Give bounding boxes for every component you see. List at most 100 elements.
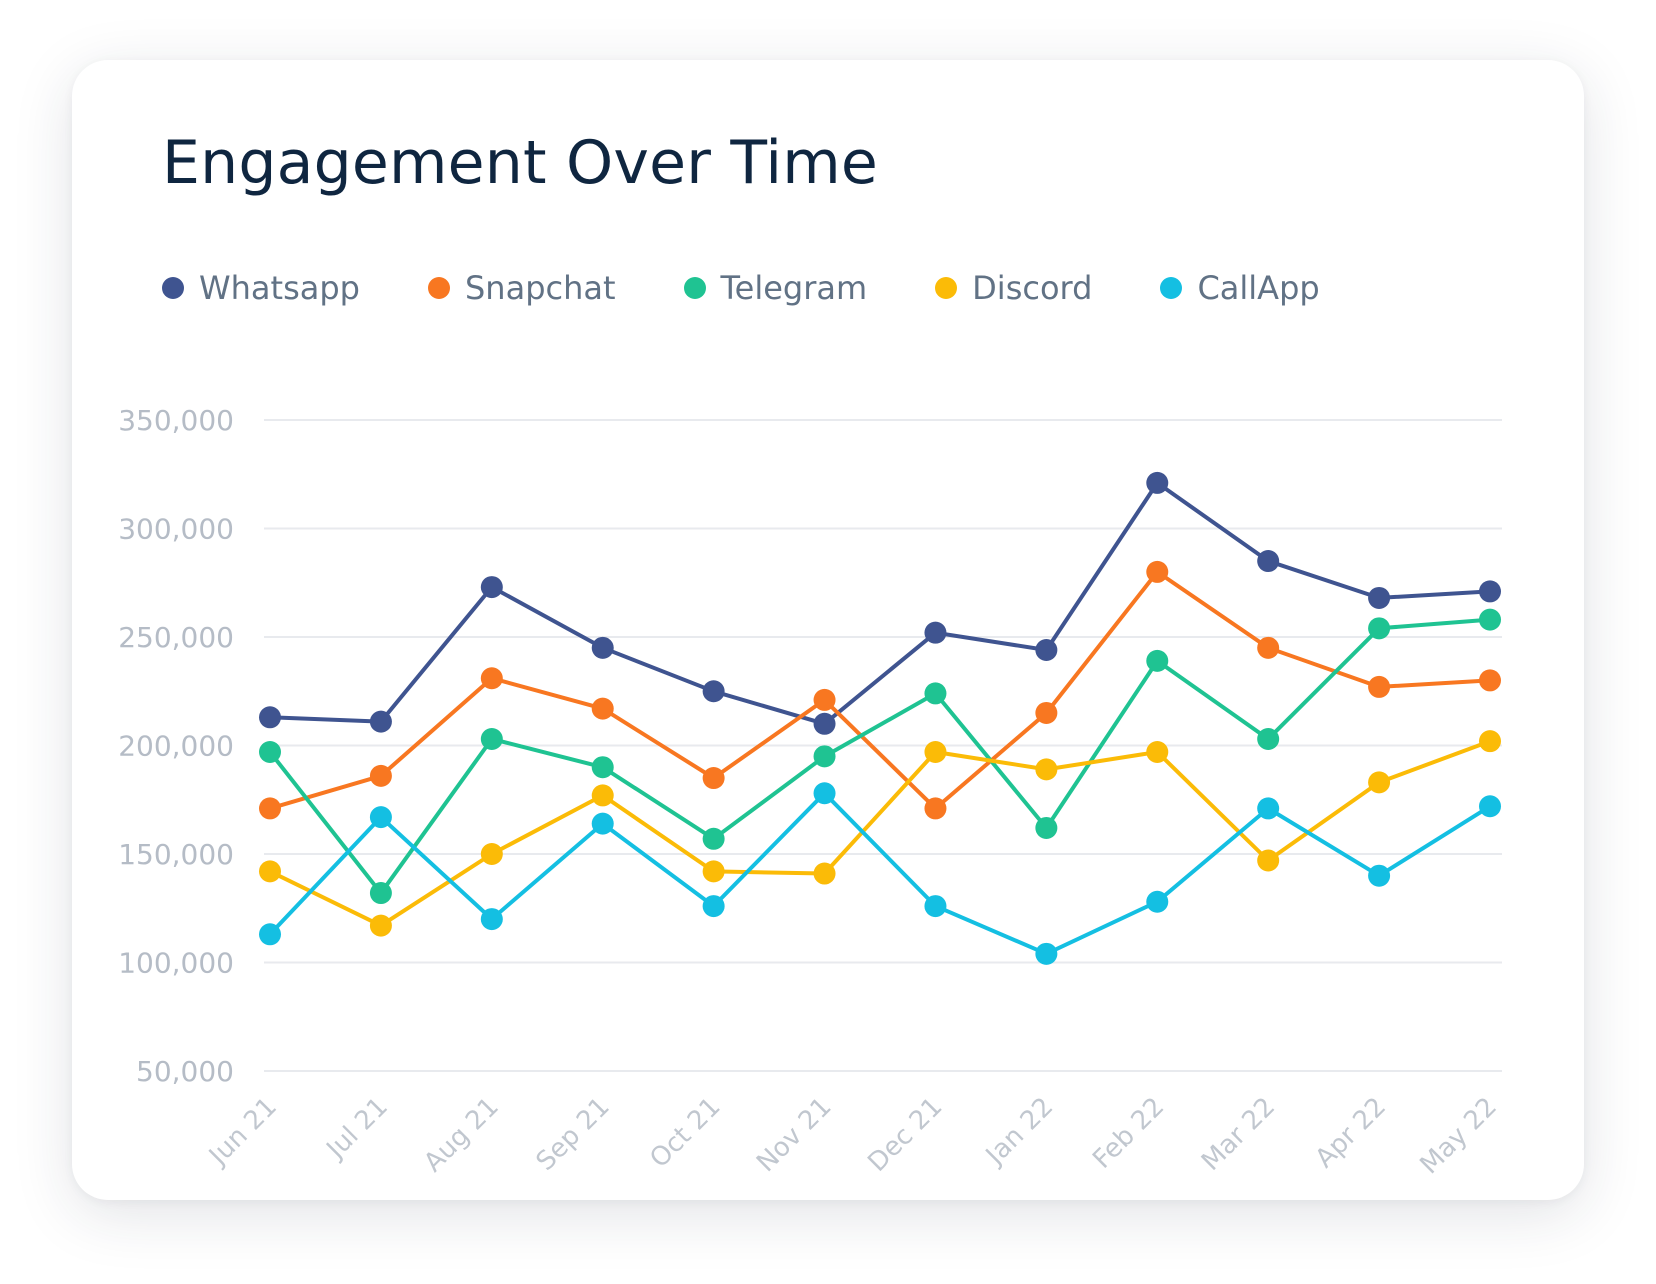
data-point-snapchat-1[interactable]	[369, 764, 392, 787]
x-tick-label-11: May 22	[1414, 1092, 1502, 1180]
y-tick-label-50000: 50,000	[136, 1055, 234, 1088]
data-point-discord-4[interactable]	[702, 860, 725, 883]
series-line-discord	[268, 739, 1492, 928]
data-point-whatsapp-9[interactable]	[1257, 550, 1280, 573]
data-point-discord-9[interactable]	[1257, 849, 1280, 872]
legend-dot-callapp	[1160, 277, 1183, 299]
data-point-snapchat-0[interactable]	[259, 797, 281, 820]
x-tick-label-0: Jun 21	[202, 1092, 283, 1173]
data-point-discord-6[interactable]	[924, 741, 947, 764]
data-point-telegram-9[interactable]	[1257, 727, 1280, 750]
legend-label-snapchat: Snapchat	[464, 269, 616, 307]
series-line-snapchat	[268, 569, 1492, 811]
data-point-callapp-11[interactable]	[1479, 795, 1501, 818]
x-tick-label-9: Mar 22	[1196, 1092, 1281, 1177]
data-point-callapp-9[interactable]	[1257, 797, 1280, 820]
data-point-whatsapp-11[interactable]	[1479, 580, 1501, 603]
series-line-callapp	[268, 791, 1492, 956]
x-tick-label-8: Feb 22	[1087, 1092, 1170, 1175]
x-tick-label-3: Sep 21	[531, 1092, 616, 1177]
data-point-telegram-1[interactable]	[369, 882, 392, 905]
data-point-snapchat-2[interactable]	[480, 667, 503, 690]
legend-item-callapp[interactable]: CallApp	[1160, 269, 1320, 307]
data-point-telegram-2[interactable]	[480, 727, 503, 750]
data-point-whatsapp-7[interactable]	[1035, 639, 1058, 662]
legend-label-telegram: Telegram	[720, 269, 868, 307]
data-point-snapchat-10[interactable]	[1368, 675, 1391, 698]
data-point-callapp-1[interactable]	[369, 806, 392, 829]
data-point-discord-1[interactable]	[369, 914, 392, 937]
y-tick-label-350000: 350,000	[118, 404, 234, 437]
data-point-telegram-4[interactable]	[702, 827, 725, 850]
legend: Whatsapp Snapchat Telegram Discord CallA…	[162, 268, 1320, 308]
legend-label-whatsapp: Whatsapp	[199, 269, 360, 307]
data-point-discord-5[interactable]	[813, 862, 836, 885]
data-point-whatsapp-0[interactable]	[259, 706, 281, 729]
legend-item-snapchat[interactable]: Snapchat	[427, 269, 616, 307]
data-point-snapchat-7[interactable]	[1035, 701, 1058, 724]
y-tick-label-150000: 150,000	[118, 838, 234, 871]
legend-item-discord[interactable]: Discord	[935, 269, 1092, 307]
data-point-discord-2[interactable]	[480, 843, 503, 865]
data-point-telegram-7[interactable]	[1035, 816, 1058, 839]
data-point-whatsapp-5[interactable]	[813, 712, 836, 735]
legend-item-telegram[interactable]: Telegram	[683, 269, 868, 307]
data-point-callapp-0[interactable]	[259, 923, 281, 946]
data-point-whatsapp-1[interactable]	[369, 710, 392, 733]
data-point-discord-7[interactable]	[1035, 758, 1058, 781]
y-tick-label-200000: 200,000	[118, 730, 234, 763]
data-point-snapchat-8[interactable]	[1146, 560, 1169, 583]
legend-label-callapp: CallApp	[1197, 269, 1320, 307]
data-point-snapchat-9[interactable]	[1257, 636, 1280, 659]
data-point-discord-8[interactable]	[1146, 741, 1169, 764]
data-point-callapp-4[interactable]	[702, 895, 725, 918]
y-tick-label-250000: 250,000	[118, 621, 234, 654]
data-point-discord-10[interactable]	[1368, 771, 1391, 794]
data-point-telegram-3[interactable]	[591, 756, 614, 779]
data-point-callapp-3[interactable]	[591, 812, 614, 835]
data-point-telegram-5[interactable]	[813, 745, 836, 768]
data-point-callapp-2[interactable]	[480, 908, 503, 931]
data-point-telegram-0[interactable]	[259, 741, 281, 764]
data-point-discord-3[interactable]	[591, 784, 614, 807]
data-point-callapp-5[interactable]	[813, 782, 836, 805]
data-point-callapp-10[interactable]	[1368, 864, 1391, 887]
data-point-whatsapp-8[interactable]	[1146, 471, 1169, 494]
x-tick-label-7: Jan 22	[979, 1092, 1059, 1172]
data-point-snapchat-11[interactable]	[1479, 669, 1501, 692]
data-point-telegram-11[interactable]	[1479, 608, 1501, 631]
data-point-discord-0[interactable]	[259, 860, 281, 883]
data-point-whatsapp-2[interactable]	[480, 576, 503, 599]
data-point-snapchat-3[interactable]	[591, 697, 614, 720]
x-tick-label-2: Aug 21	[418, 1092, 504, 1178]
data-point-callapp-7[interactable]	[1035, 942, 1058, 965]
data-point-telegram-10[interactable]	[1368, 617, 1391, 640]
data-point-snapchat-4[interactable]	[702, 767, 725, 790]
data-point-whatsapp-10[interactable]	[1368, 586, 1391, 609]
data-point-snapchat-5[interactable]	[813, 688, 836, 711]
data-point-telegram-8[interactable]	[1146, 649, 1169, 672]
x-tick-label-1: Jul 21	[320, 1092, 394, 1166]
data-point-callapp-6[interactable]	[924, 895, 947, 918]
data-point-whatsapp-4[interactable]	[702, 680, 725, 703]
legend-dot-discord	[935, 277, 958, 299]
data-point-snapchat-6[interactable]	[924, 797, 947, 820]
chart-title: Engagement Over Time	[162, 128, 879, 198]
legend-item-whatsapp[interactable]: Whatsapp	[162, 269, 360, 307]
data-point-callapp-8[interactable]	[1146, 890, 1169, 913]
data-point-whatsapp-3[interactable]	[591, 636, 614, 659]
data-point-discord-11[interactable]	[1479, 730, 1501, 753]
chart-card	[72, 60, 1584, 1200]
y-tick-label-300000: 300,000	[118, 513, 234, 546]
x-tick-label-6: Dec 21	[862, 1092, 948, 1178]
x-tick-label-4: Oct 21	[644, 1092, 726, 1174]
legend-dot-telegram	[683, 277, 706, 299]
series-line-whatsapp	[268, 480, 1492, 726]
series-line-telegram	[268, 617, 1492, 896]
data-point-telegram-6[interactable]	[924, 682, 947, 705]
data-point-whatsapp-6[interactable]	[924, 621, 947, 644]
legend-dot-whatsapp	[162, 277, 184, 299]
x-tick-label-5: Nov 21	[751, 1092, 837, 1178]
legend-dot-snapchat	[427, 277, 450, 299]
